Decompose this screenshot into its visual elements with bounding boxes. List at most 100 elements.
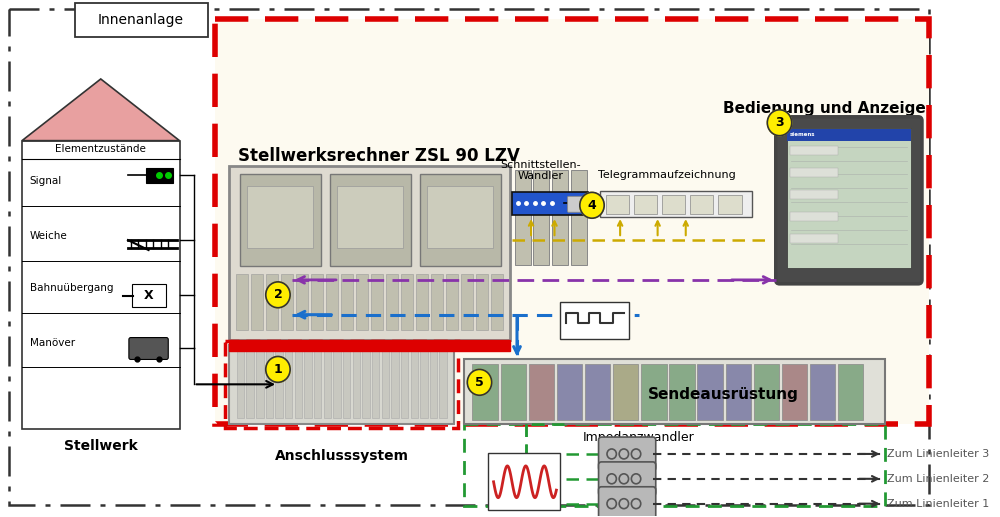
FancyBboxPatch shape (411, 351, 418, 418)
Text: Signal: Signal (30, 176, 62, 187)
FancyBboxPatch shape (790, 146, 838, 155)
FancyBboxPatch shape (129, 338, 168, 359)
Text: 1: 1 (274, 363, 282, 376)
FancyBboxPatch shape (75, 4, 208, 37)
FancyBboxPatch shape (599, 437, 656, 471)
FancyBboxPatch shape (787, 128, 911, 268)
FancyBboxPatch shape (585, 364, 610, 420)
FancyBboxPatch shape (362, 351, 370, 418)
FancyBboxPatch shape (491, 275, 503, 330)
FancyBboxPatch shape (515, 170, 531, 265)
FancyBboxPatch shape (560, 302, 629, 339)
FancyBboxPatch shape (476, 275, 488, 330)
Text: Anschlusssystem: Anschlusssystem (275, 449, 409, 463)
FancyBboxPatch shape (371, 275, 383, 330)
FancyBboxPatch shape (718, 195, 742, 214)
FancyBboxPatch shape (275, 351, 283, 418)
FancyBboxPatch shape (372, 351, 379, 418)
Text: 2: 2 (274, 288, 282, 301)
FancyBboxPatch shape (229, 340, 510, 352)
FancyBboxPatch shape (304, 351, 312, 418)
Text: 4: 4 (588, 199, 596, 212)
FancyBboxPatch shape (382, 351, 389, 418)
FancyBboxPatch shape (281, 275, 293, 330)
FancyBboxPatch shape (132, 284, 166, 307)
FancyBboxPatch shape (9, 9, 929, 505)
FancyBboxPatch shape (251, 275, 263, 330)
Circle shape (767, 110, 792, 135)
FancyBboxPatch shape (552, 170, 568, 265)
FancyBboxPatch shape (501, 364, 526, 420)
FancyBboxPatch shape (401, 275, 413, 330)
FancyBboxPatch shape (464, 359, 885, 424)
FancyBboxPatch shape (787, 129, 911, 141)
Text: Telegrammaufzeichnung: Telegrammaufzeichnung (598, 171, 736, 180)
Text: 5: 5 (475, 376, 484, 389)
FancyBboxPatch shape (215, 19, 929, 424)
FancyBboxPatch shape (333, 351, 341, 418)
FancyBboxPatch shape (662, 195, 685, 214)
FancyBboxPatch shape (754, 364, 779, 420)
FancyBboxPatch shape (697, 364, 723, 420)
FancyBboxPatch shape (599, 462, 656, 496)
FancyBboxPatch shape (295, 351, 302, 418)
FancyBboxPatch shape (810, 364, 835, 420)
FancyBboxPatch shape (488, 453, 560, 510)
Text: Bahnuübergang: Bahnuübergang (30, 283, 113, 293)
FancyBboxPatch shape (237, 351, 244, 418)
FancyBboxPatch shape (606, 195, 629, 214)
FancyBboxPatch shape (599, 487, 656, 517)
FancyBboxPatch shape (285, 351, 292, 418)
FancyBboxPatch shape (229, 344, 454, 424)
FancyBboxPatch shape (247, 187, 313, 248)
FancyBboxPatch shape (401, 351, 408, 418)
FancyBboxPatch shape (427, 187, 493, 248)
Text: Impedanzwandler: Impedanzwandler (583, 431, 695, 444)
FancyBboxPatch shape (266, 351, 273, 418)
FancyBboxPatch shape (416, 275, 428, 330)
Text: siemens: siemens (790, 132, 815, 137)
FancyBboxPatch shape (430, 351, 437, 418)
Text: 3: 3 (775, 116, 784, 129)
FancyBboxPatch shape (266, 275, 278, 330)
FancyBboxPatch shape (311, 275, 323, 330)
Text: Weiche: Weiche (30, 231, 67, 241)
Text: Innenanlage: Innenanlage (98, 13, 184, 27)
Text: Sendeausrüstung: Sendeausrüstung (648, 387, 799, 402)
FancyBboxPatch shape (461, 275, 473, 330)
Circle shape (467, 370, 492, 396)
FancyBboxPatch shape (669, 364, 695, 420)
FancyBboxPatch shape (420, 174, 501, 266)
Text: Zum Linienleiter 2: Zum Linienleiter 2 (887, 474, 990, 484)
FancyBboxPatch shape (472, 364, 498, 420)
FancyBboxPatch shape (790, 234, 838, 242)
FancyBboxPatch shape (420, 351, 428, 418)
Circle shape (580, 192, 604, 218)
FancyBboxPatch shape (641, 364, 667, 420)
FancyBboxPatch shape (512, 192, 588, 215)
FancyBboxPatch shape (353, 351, 360, 418)
FancyBboxPatch shape (314, 351, 321, 418)
FancyBboxPatch shape (296, 275, 308, 330)
FancyBboxPatch shape (391, 351, 399, 418)
Text: Zum Linienleiter 3: Zum Linienleiter 3 (887, 449, 990, 459)
FancyBboxPatch shape (571, 170, 587, 265)
FancyBboxPatch shape (690, 195, 713, 214)
FancyBboxPatch shape (256, 351, 264, 418)
Circle shape (266, 356, 290, 383)
FancyBboxPatch shape (838, 364, 863, 420)
Text: Zum Linienleiter 1: Zum Linienleiter 1 (887, 499, 990, 509)
FancyBboxPatch shape (790, 212, 838, 221)
FancyBboxPatch shape (790, 190, 838, 199)
FancyBboxPatch shape (634, 195, 657, 214)
FancyBboxPatch shape (782, 364, 807, 420)
Polygon shape (22, 141, 180, 429)
FancyBboxPatch shape (326, 275, 338, 330)
FancyBboxPatch shape (446, 275, 458, 330)
FancyBboxPatch shape (246, 351, 254, 418)
Text: Bedienung und Anzeige: Bedienung und Anzeige (723, 101, 926, 116)
Polygon shape (22, 79, 180, 141)
Text: X: X (144, 290, 153, 302)
FancyBboxPatch shape (343, 351, 350, 418)
FancyBboxPatch shape (529, 364, 554, 420)
